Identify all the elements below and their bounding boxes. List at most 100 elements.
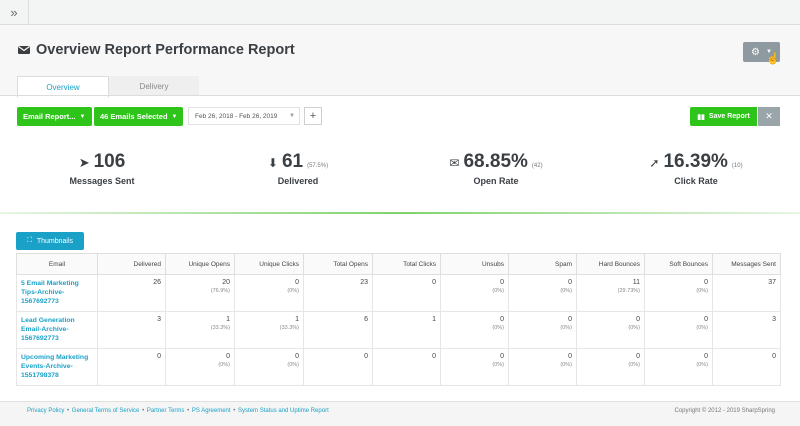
table-cell: 6 xyxy=(303,311,373,349)
column-header[interactable]: Email xyxy=(16,253,98,275)
cell-percent: (0%) xyxy=(628,362,640,368)
thumbnails-button[interactable]: ⛶ Thumbnails xyxy=(16,232,84,250)
cell-value: 1 xyxy=(432,316,436,323)
stat-delivered: ⬇ 61 (57.5%) Delivered xyxy=(208,151,388,186)
footer-link[interactable]: General Terms of Service xyxy=(71,408,140,414)
cell-value: 0 xyxy=(704,316,708,323)
footer-separator: • xyxy=(142,408,145,414)
page-title-text: Overview Report Performance Report xyxy=(36,42,295,58)
table-cell: 0 (0%) xyxy=(508,274,577,312)
table-cell: 0 xyxy=(97,348,166,386)
cell-value: 0 xyxy=(432,353,436,360)
stat-open-rate: ✉ 68.85% (42) Open Rate xyxy=(406,151,586,186)
column-header[interactable]: Unsubs xyxy=(440,253,509,275)
column-header[interactable]: Unique Opens xyxy=(165,253,235,275)
table-cell: 11 (29.73%) xyxy=(576,274,645,312)
cell-value: 3 xyxy=(157,316,161,323)
column-header[interactable]: Total Opens xyxy=(303,253,373,275)
cell-percent: (0%) xyxy=(492,325,504,331)
column-header[interactable]: Soft Bounces xyxy=(644,253,713,275)
footer-link[interactable]: Partner Terms xyxy=(146,408,185,414)
stat-label: Click Rate xyxy=(674,176,718,186)
column-header[interactable]: Hard Bounces xyxy=(576,253,645,275)
save-report-button[interactable]: ▮▮ Save Report xyxy=(690,107,757,126)
cell-value: 23 xyxy=(360,279,368,286)
chevron-down-icon: ▼ xyxy=(766,49,772,55)
table-cell: 0 xyxy=(372,274,441,312)
column-header[interactable]: Spam xyxy=(508,253,577,275)
close-report-button[interactable]: ✕ xyxy=(758,107,780,126)
table-cell: 1 xyxy=(372,311,441,349)
table-cell: 0 (0%) xyxy=(644,348,713,386)
stat-sub: (10) xyxy=(731,163,743,169)
add-filter-button[interactable]: + xyxy=(304,107,322,125)
gear-icon: ⚙ xyxy=(751,46,760,58)
column-header[interactable]: Messages Sent xyxy=(712,253,781,275)
table-cell: 3 xyxy=(712,311,781,349)
date-range-picker[interactable]: Feb 26, 2018 - Feb 26, 2019 ▼ xyxy=(188,107,300,125)
cell-percent: (0%) xyxy=(696,362,708,368)
table-cell: 0 xyxy=(372,348,441,386)
column-header[interactable]: Delivered xyxy=(97,253,166,275)
table-header-row: Email Delivered Unique Opens Unique Clicks T… xyxy=(16,253,781,275)
expand-sidebar-button[interactable]: » xyxy=(0,0,29,24)
table-cell: 0 (0%) xyxy=(440,274,509,312)
footer-link[interactable]: Privacy Policy xyxy=(27,408,65,414)
cell-value: 0 xyxy=(568,353,572,360)
email-name-link[interactable]: Lead Generation Email-Archive-1567692773 xyxy=(16,311,98,349)
caret-down-icon: ▼ xyxy=(79,113,86,120)
cell-percent: (33.3%) xyxy=(210,325,230,331)
stat-label: Messages Sent xyxy=(69,176,135,186)
cell-value: 0 xyxy=(500,353,504,360)
cell-value: 0 xyxy=(704,279,708,286)
stat-sub: (57.5%) xyxy=(307,163,329,169)
cell-percent: (0%) xyxy=(560,362,572,368)
cell-percent: (0%) xyxy=(492,288,504,294)
footer-link[interactable]: System Status and Uptime Report xyxy=(238,408,329,414)
hand-cursor-icon: ☝ xyxy=(766,53,780,65)
caret-down-icon: ▼ xyxy=(171,113,178,120)
tab-overview[interactable]: Overview xyxy=(17,76,109,98)
tab-delivery[interactable]: Delivery xyxy=(109,76,199,96)
footer-separator: • xyxy=(67,408,70,414)
settings-dropdown-button[interactable]: ⚙ ▼ xyxy=(743,42,780,62)
cell-value: 0 xyxy=(704,353,708,360)
footer-links: Privacy Policy • General Terms of Servic… xyxy=(27,408,329,414)
stat-label: Open Rate xyxy=(473,176,519,186)
table-cell: 23 xyxy=(303,274,373,312)
email-report-dropdown[interactable]: Email Report... ▼ xyxy=(17,107,92,126)
table-cell: 0 (0%) xyxy=(165,348,235,386)
cell-percent: (0%) xyxy=(560,288,572,294)
double-chevron-icon: » xyxy=(10,4,18,20)
bar-chart-icon: ▮▮ xyxy=(697,113,705,121)
emails-selected-dropdown[interactable]: 46 Emails Selected ▼ xyxy=(94,107,183,126)
email-performance-table: Email Delivered Unique Opens Unique Clicks T… xyxy=(16,253,781,386)
table-body: 5 Email Marketing Tips-Archive-156769277… xyxy=(16,274,781,386)
stats-summary: ➤ 106 Messages Sent ⬇ 61 (57.5%) Delivered … xyxy=(0,137,800,213)
cell-value: 1 xyxy=(295,316,299,323)
cell-value: 1 xyxy=(226,316,230,323)
report-tabs: Overview Delivery xyxy=(17,76,199,98)
table-cell: 26 xyxy=(97,274,166,312)
cell-value: 37 xyxy=(768,279,776,286)
inbox-download-icon: ⬇ xyxy=(267,156,278,170)
column-header[interactable]: Unique Clicks xyxy=(234,253,304,275)
cell-value: 0 xyxy=(500,316,504,323)
footer-link[interactable]: PS Agreement xyxy=(191,408,231,414)
email-name-link[interactable]: Upcoming Marketing Events-Archive-155179… xyxy=(16,348,98,386)
stat-label: Delivered xyxy=(277,176,319,186)
table-row: Upcoming Marketing Events-Archive-155179… xyxy=(16,348,781,386)
cell-percent: (0%) xyxy=(218,362,230,368)
table-cell: 0 (0%) xyxy=(440,311,509,349)
email-name-link[interactable]: 5 Email Marketing Tips-Archive-156769277… xyxy=(16,274,98,312)
stat-value: 16.39% xyxy=(663,151,728,172)
cell-value: 0 xyxy=(568,316,572,323)
table-cell: 0 xyxy=(712,348,781,386)
table-cell: 0 (0%) xyxy=(234,274,304,312)
paper-plane-icon: ➤ xyxy=(78,155,90,170)
stats-divider xyxy=(0,212,800,214)
column-header[interactable]: Total Clicks xyxy=(372,253,441,275)
table-row: Lead Generation Email-Archive-1567692773… xyxy=(16,311,781,349)
cell-value: 0 xyxy=(772,353,776,360)
table-cell: 0 (0%) xyxy=(234,348,304,386)
